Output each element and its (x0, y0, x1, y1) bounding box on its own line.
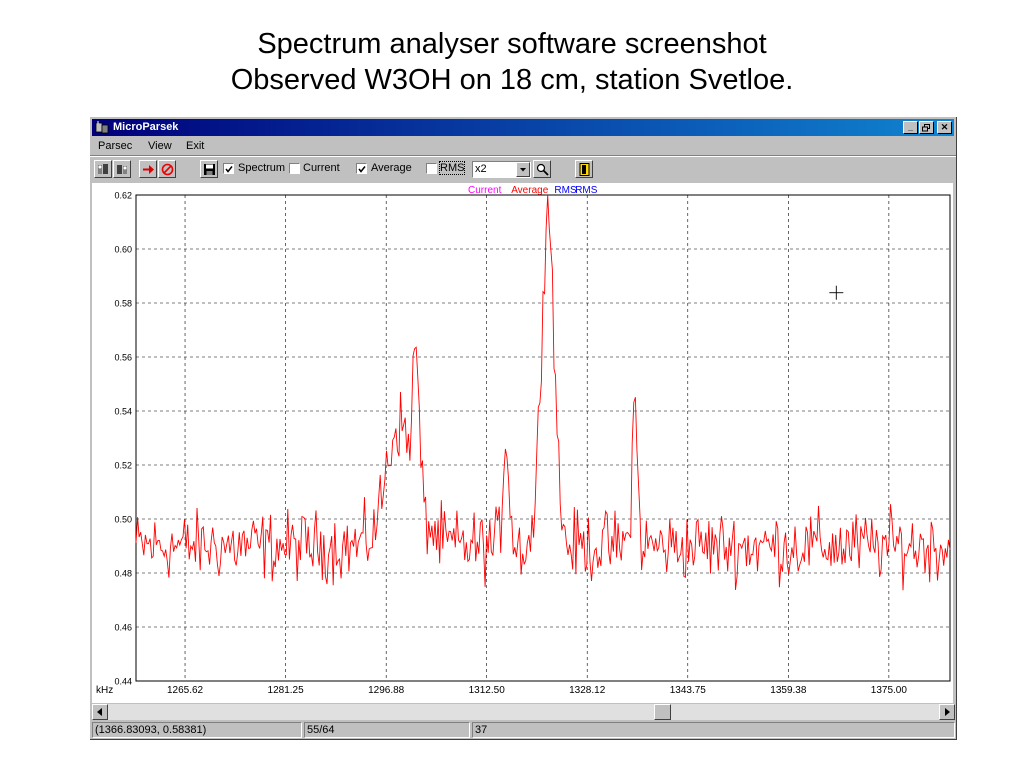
slide-title: Spectrum analyser software screenshot Ob… (0, 26, 1024, 98)
spectrum-series-line (135, 194, 951, 591)
menubar: Parsec View Exit (92, 137, 954, 155)
spectrum-plot-area[interactable]: Current Average RMS RMS 0.44 0.46 0.48 0.50 0.5… (92, 183, 953, 703)
parsec-tool2-icon (117, 165, 127, 174)
triangle-right-icon (945, 708, 950, 716)
check-icon (225, 166, 233, 173)
status-page: 55/64 (304, 722, 470, 738)
check-icon (358, 166, 366, 173)
stop-button[interactable] (158, 160, 176, 178)
scale-select[interactable]: x2 (472, 161, 531, 178)
exit-door-icon (579, 163, 590, 176)
parsec-tool2-button[interactable] (113, 160, 131, 178)
zoom-icon (536, 163, 549, 176)
rms-checkbox[interactable] (426, 163, 437, 174)
scale-select-value: x2 (475, 163, 487, 175)
y-tick-label: 0.44 (114, 677, 132, 687)
parsec-tool-button[interactable] (94, 160, 112, 178)
y-tick-label: 0.52 (114, 461, 132, 471)
y-tick-label: 0.56 (114, 353, 132, 363)
y-tick-label: 0.60 (114, 245, 132, 255)
app-window: MicroParsek _ ✕ Parsec View Exit Spectr (90, 117, 957, 740)
status-bar: (1366.83093, 0.58381) 55/64 37 (92, 722, 955, 738)
toolbar: Spectrum Current Average RMS x2 (92, 157, 954, 181)
app-icon (95, 121, 109, 134)
stop-icon (161, 163, 174, 176)
start-button[interactable] (139, 160, 157, 178)
current-checkbox[interactable] (289, 163, 300, 174)
exit-button[interactable] (575, 160, 593, 178)
spectrum-checkbox[interactable] (223, 163, 234, 174)
slide-title-line2: Observed W3OH on 18 cm, station Svetloe. (230, 64, 794, 96)
restore-icon (922, 124, 930, 132)
x-tick-label: 1296.88 (368, 685, 405, 696)
arrow-icon (143, 165, 154, 174)
plot-frame (135, 194, 951, 682)
x-tick-label: 1328.12 (569, 685, 606, 696)
legend-item-average: Average (511, 185, 549, 196)
legend-item-current: Current (468, 185, 502, 196)
scrollbar-thumb[interactable] (654, 704, 671, 720)
x-tick-label: 1375.00 (871, 685, 908, 696)
triangle-left-icon (97, 708, 102, 716)
slide-title-line1: Spectrum analyser software screenshot (257, 28, 767, 60)
crosshair-cursor-icon (829, 285, 844, 300)
window-title: MicroParsek (113, 121, 179, 133)
y-tick-label: 0.62 (114, 191, 132, 201)
y-tick-label: 0.54 (114, 407, 132, 417)
y-tick-label: 0.50 (114, 515, 132, 525)
x-tick-label: 1265.62 (167, 685, 204, 696)
menubar-divider (90, 155, 956, 157)
scale-dropdown-button[interactable] (516, 162, 530, 177)
horizontal-scrollbar[interactable] (92, 704, 955, 720)
average-label: Average (371, 162, 412, 174)
x-tick-label: 1359.38 (770, 685, 807, 696)
menu-view[interactable]: View (148, 140, 172, 152)
minimize-button[interactable]: _ (903, 121, 918, 134)
minimize-icon: _ (907, 122, 913, 132)
scroll-left-button[interactable] (92, 704, 108, 720)
window-titlebar[interactable]: MicroParsek _ ✕ (92, 119, 954, 136)
x-tick-label: 1343.75 (670, 685, 707, 696)
rms-label: RMS (438, 161, 466, 175)
status-count: 37 (472, 722, 955, 738)
x-tick-label: 1281.25 (268, 685, 305, 696)
zoom-button[interactable] (533, 160, 551, 178)
legend-item-rms: RMS (575, 185, 598, 196)
spectrum-label: Spectrum (238, 162, 286, 174)
close-icon: ✕ (940, 122, 949, 132)
save-button[interactable] (200, 160, 218, 178)
chevron-down-icon (520, 168, 526, 172)
restore-button[interactable] (919, 121, 934, 134)
menu-parsec[interactable]: Parsec (98, 140, 133, 152)
current-label: Current (303, 162, 340, 174)
x-axis-unit-label: kHz (96, 685, 113, 696)
menu-exit[interactable]: Exit (186, 140, 205, 152)
parsec-tool-icon (98, 164, 108, 174)
y-tick-label: 0.48 (114, 569, 132, 579)
y-tick-label: 0.46 (114, 623, 132, 633)
scroll-right-button[interactable] (939, 704, 955, 720)
close-button[interactable]: ✕ (937, 121, 952, 134)
save-icon (204, 164, 215, 175)
x-tick-label: 1312.50 (469, 685, 506, 696)
legend-item-rms: RMS (554, 185, 577, 196)
status-coordinates: (1366.83093, 0.58381) (92, 722, 302, 738)
y-tick-label: 0.58 (114, 299, 132, 309)
average-checkbox[interactable] (356, 163, 367, 174)
